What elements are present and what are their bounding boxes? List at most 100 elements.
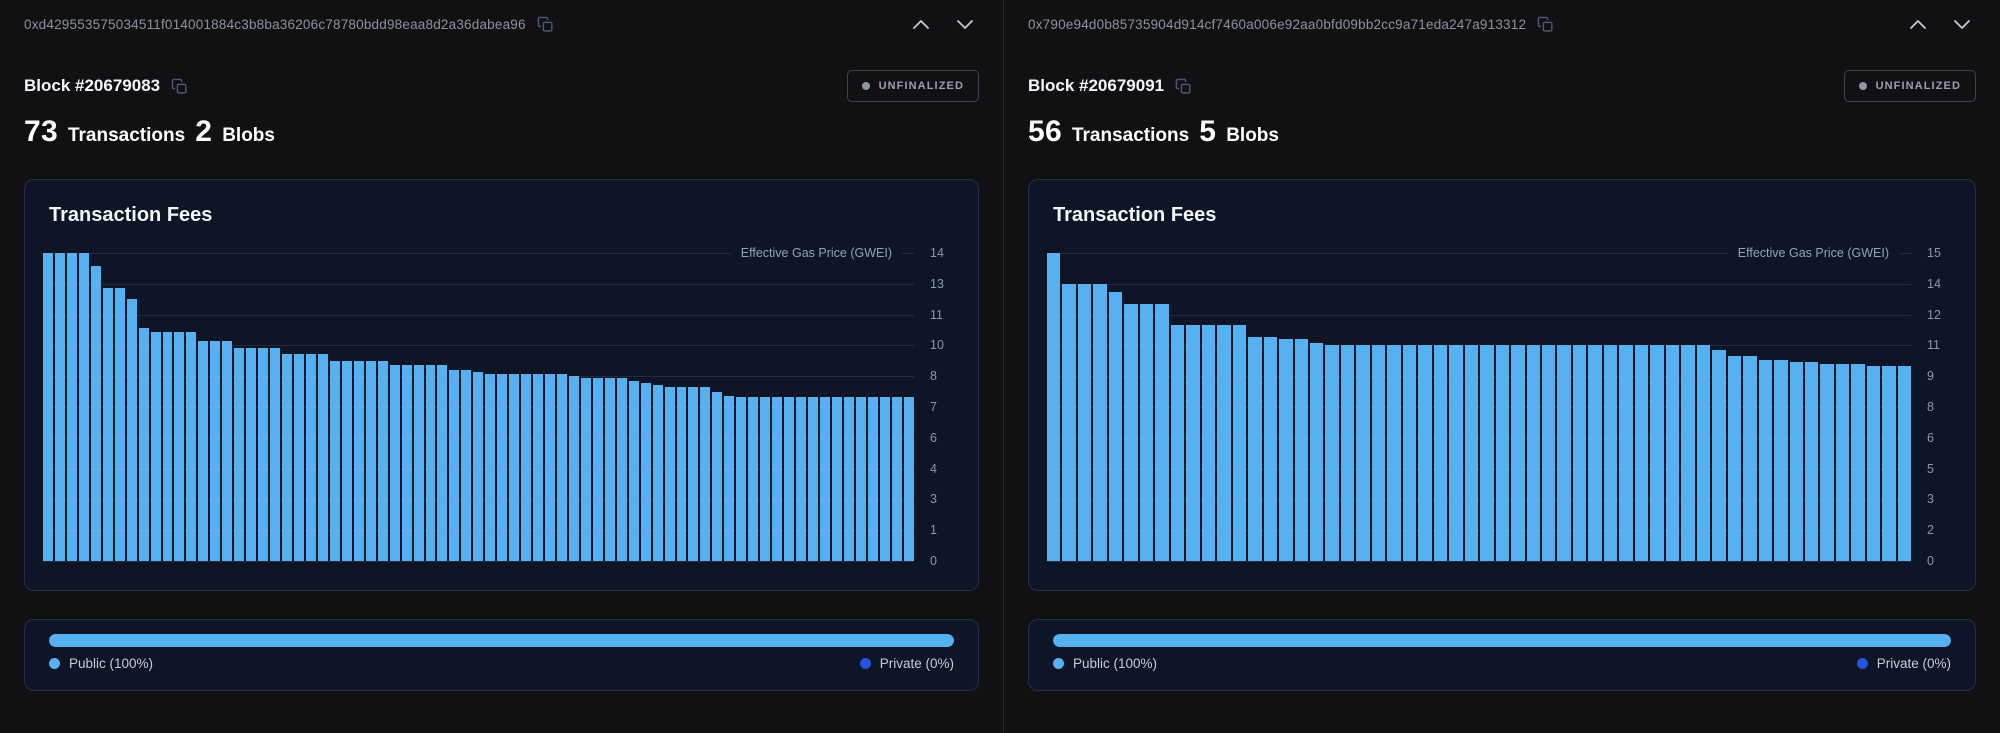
chart-bar[interactable] — [1774, 359, 1788, 561]
chart-bar[interactable] — [1789, 361, 1803, 561]
chart-bar[interactable] — [162, 332, 173, 561]
chart-bar[interactable] — [1433, 345, 1448, 561]
chart-bar[interactable] — [425, 365, 436, 561]
chevron-down-icon[interactable] — [957, 19, 973, 29]
chart-bar[interactable] — [234, 347, 245, 561]
chart-bar[interactable] — [1108, 292, 1123, 561]
chart-bar[interactable] — [556, 374, 567, 561]
chart-bar[interactable] — [114, 288, 125, 561]
chart-bar[interactable] — [1124, 304, 1138, 561]
chart-bar[interactable] — [784, 397, 795, 561]
chart-bar[interactable] — [1248, 337, 1262, 561]
copy-block-button[interactable] — [1175, 78, 1192, 95]
chart-bar[interactable] — [1170, 324, 1185, 561]
chart-bar[interactable] — [66, 253, 77, 561]
copy-block-button[interactable] — [171, 78, 188, 95]
chart-bar[interactable] — [377, 360, 388, 561]
chart-bar[interactable] — [1387, 345, 1401, 561]
chart-bar[interactable] — [90, 266, 101, 561]
chart-bar[interactable] — [1866, 365, 1881, 561]
chart-bar[interactable] — [1897, 365, 1912, 561]
chart-bar[interactable] — [1155, 304, 1169, 561]
chart-bar[interactable] — [1835, 363, 1850, 561]
chart-bar[interactable] — [78, 253, 89, 561]
chart-bar[interactable] — [796, 397, 806, 561]
chart-bar[interactable] — [1804, 361, 1819, 561]
chart-bar[interactable] — [1093, 283, 1107, 561]
chart-bar[interactable] — [831, 397, 842, 561]
chart-bar[interactable] — [270, 347, 281, 561]
chevron-up-icon[interactable] — [913, 19, 929, 29]
chart-bar[interactable] — [688, 387, 699, 561]
chart-bar[interactable] — [461, 369, 472, 561]
chart-bar[interactable] — [102, 288, 113, 561]
chart-bar[interactable] — [473, 371, 484, 561]
chart-bar[interactable] — [317, 354, 328, 561]
chart-bar[interactable] — [867, 397, 878, 561]
chart-bar[interactable] — [1279, 339, 1293, 561]
chart-bar[interactable] — [353, 360, 364, 561]
chevron-down-icon[interactable] — [1954, 19, 1970, 29]
chart-bar[interactable] — [1232, 324, 1247, 561]
chart-bar[interactable] — [748, 397, 759, 561]
copy-hash-button[interactable] — [1537, 16, 1554, 33]
chart-bar[interactable] — [1603, 345, 1618, 561]
chart-bar[interactable] — [592, 378, 603, 561]
chart-bar[interactable] — [401, 365, 412, 561]
chart-bar[interactable] — [676, 387, 687, 561]
chart-bar[interactable] — [1139, 304, 1154, 561]
chart-bar[interactable] — [365, 360, 376, 561]
chart-bar[interactable] — [186, 332, 197, 561]
chart-bar[interactable] — [1263, 337, 1278, 561]
chart-bar[interactable] — [1371, 345, 1386, 561]
chart-bar[interactable] — [485, 374, 496, 561]
chart-bar[interactable] — [1619, 345, 1633, 561]
chart-bar[interactable] — [389, 365, 400, 561]
chart-bar[interactable] — [1696, 345, 1711, 561]
chart-bar[interactable] — [341, 360, 352, 561]
chart-bar[interactable] — [1820, 363, 1834, 561]
chart-bar[interactable] — [1712, 349, 1726, 561]
chart-bar[interactable] — [616, 378, 627, 561]
chart-bar[interactable] — [760, 397, 771, 561]
chart-bar[interactable] — [1634, 345, 1649, 561]
chart-bar[interactable] — [1201, 324, 1216, 561]
chart-bar[interactable] — [1851, 363, 1865, 561]
chart-bar[interactable] — [258, 347, 269, 561]
chart-bar[interactable] — [294, 354, 304, 561]
chart-bar[interactable] — [1727, 355, 1742, 561]
chart-bar[interactable] — [1511, 345, 1525, 561]
chart-bar[interactable] — [1309, 343, 1324, 561]
chart-bar[interactable] — [210, 341, 221, 561]
chart-bar[interactable] — [808, 397, 818, 561]
chart-bar[interactable] — [1449, 345, 1463, 561]
chart-bar[interactable] — [1495, 345, 1510, 561]
chart-bar[interactable] — [246, 347, 257, 561]
chart-bar[interactable] — [712, 391, 723, 561]
chart-bar[interactable] — [1186, 324, 1200, 561]
chart-bar[interactable] — [533, 374, 544, 561]
chart-bar[interactable] — [449, 369, 460, 561]
chart-bar[interactable] — [568, 376, 579, 561]
chart-bar[interactable] — [1665, 345, 1680, 561]
chart-bar[interactable] — [329, 360, 340, 561]
chart-bar[interactable] — [174, 332, 185, 561]
chart-bar[interactable] — [1572, 345, 1587, 561]
chart-bar[interactable] — [1340, 345, 1355, 561]
chart-bar[interactable] — [772, 397, 783, 561]
chart-bar[interactable] — [1650, 345, 1664, 561]
chart-bar[interactable] — [1882, 365, 1896, 561]
chart-bar[interactable] — [1047, 253, 1061, 561]
chart-bar[interactable] — [652, 385, 663, 561]
chart-bar[interactable] — [580, 378, 591, 561]
chart-bar[interactable] — [1526, 345, 1540, 561]
chart-bar[interactable] — [138, 327, 149, 561]
chart-bar[interactable] — [891, 397, 902, 561]
chart-bar[interactable] — [1325, 345, 1339, 561]
chart-bar[interactable] — [198, 341, 209, 561]
chart-bar[interactable] — [855, 397, 866, 561]
chart-bar[interactable] — [43, 253, 53, 561]
chart-bar[interactable] — [1588, 345, 1602, 561]
chart-bar[interactable] — [843, 397, 854, 561]
chart-bar[interactable] — [640, 382, 651, 561]
